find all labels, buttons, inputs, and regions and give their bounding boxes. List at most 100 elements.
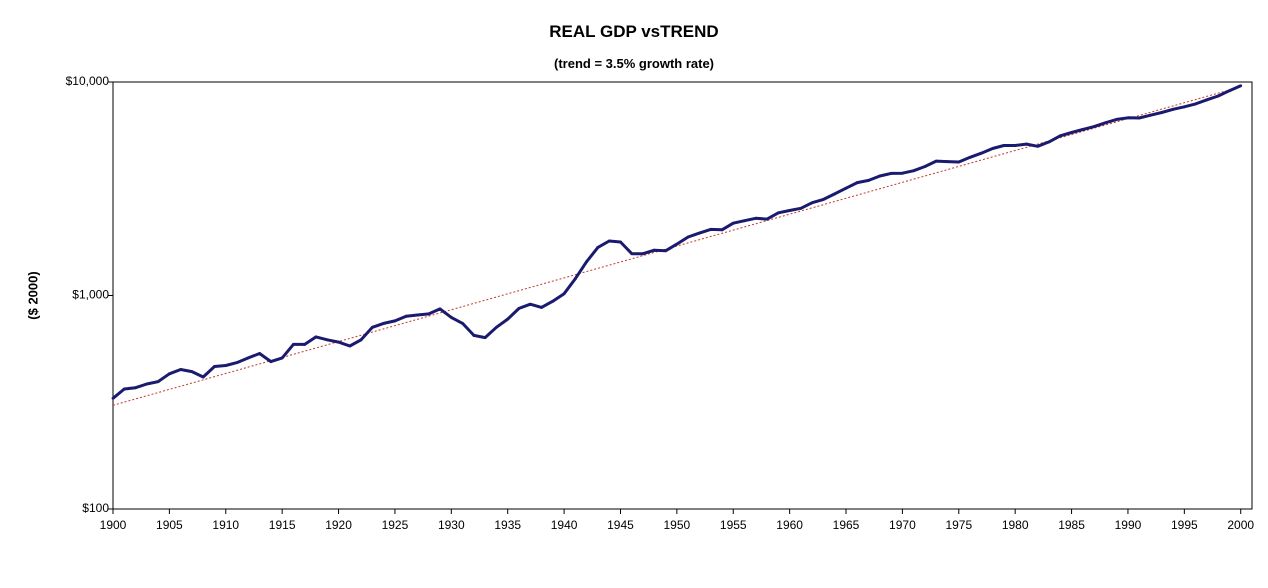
gdp-point [562, 292, 566, 296]
gdp-point [292, 343, 295, 346]
y-tick-label: $100 [82, 501, 109, 515]
y-tick-label: $1,000 [72, 288, 109, 302]
gdp-point [844, 186, 848, 190]
gdp-point [675, 242, 679, 246]
x-tick-label: 1910 [212, 518, 239, 532]
gdp-point [517, 307, 521, 310]
gdp-point [1182, 105, 1186, 109]
gdp-point [1013, 144, 1017, 147]
gdp-point [1103, 121, 1107, 125]
gdp-point [190, 370, 194, 374]
x-tick-label: 1985 [1058, 518, 1085, 532]
gdp-point [528, 302, 532, 306]
x-tick-label: 1925 [382, 518, 409, 532]
gdp-point [1137, 116, 1141, 120]
x-tick-label: 1975 [945, 518, 972, 532]
chart-subtitle: (trend = 3.5% growth rate) [554, 56, 714, 71]
gdp-point [246, 356, 250, 360]
x-tick-label: 1905 [156, 518, 183, 532]
gdp-point [743, 219, 746, 223]
gdp-point [235, 361, 239, 364]
y-tick-label: $10,000 [66, 74, 110, 88]
gdp-point [314, 335, 318, 339]
gdp-point [1081, 128, 1085, 131]
gdp-point [370, 325, 374, 329]
gdp-point [934, 159, 938, 163]
gdp-point [607, 239, 611, 243]
gdp-point [540, 305, 543, 309]
x-tick-label: 1990 [1115, 518, 1142, 532]
gdp-point [438, 307, 442, 311]
x-tick-label: 1940 [551, 518, 578, 532]
gdp-point [1058, 134, 1062, 138]
gdp-point [991, 147, 995, 150]
y-axis-ticks: $100 $1,000 $10,000 [66, 74, 113, 515]
gdp-point [720, 228, 724, 232]
gdp-point [822, 197, 825, 201]
gdp-point [495, 325, 498, 329]
gdp-point [1036, 144, 1040, 148]
gdp-point [224, 364, 228, 367]
y-axis-label: ($ 2000) [25, 271, 40, 319]
gdp-point [698, 231, 701, 235]
gdp-point [472, 334, 476, 337]
x-tick-label: 1935 [494, 518, 521, 532]
gdp-point [619, 240, 622, 244]
gdp-points [111, 84, 1243, 400]
chart-title: REAL GDP vsTREND [549, 22, 719, 41]
gdp-point [709, 227, 713, 231]
gdp-point [1126, 116, 1130, 120]
gdp-point [1025, 142, 1028, 146]
gdp-point [754, 216, 758, 220]
gdp-point [878, 174, 882, 178]
gdp-point [799, 206, 803, 210]
x-tick-label: 1960 [776, 518, 803, 532]
gdp-point [416, 313, 419, 317]
gdp-point [788, 209, 792, 212]
x-tick-label: 1915 [269, 518, 296, 532]
gdp-point [1171, 107, 1175, 111]
gdp-point [968, 155, 972, 159]
gdp-point [506, 317, 510, 321]
gdp-point [1092, 125, 1096, 129]
x-tick-label: 1965 [833, 518, 860, 532]
gdp-point [167, 372, 171, 376]
gdp-point [134, 386, 137, 390]
gdp-point [946, 160, 949, 163]
gdp-point [776, 211, 780, 215]
gdp-point [427, 312, 431, 316]
x-tick-label: 1945 [607, 518, 634, 532]
x-tick-label: 1980 [1002, 518, 1029, 532]
gdp-point [810, 201, 814, 205]
gdp-point [1216, 94, 1220, 98]
gdp-point [652, 248, 656, 252]
gdp-point [573, 277, 577, 280]
gdp-point [1205, 98, 1209, 102]
gdp-point [1160, 111, 1164, 114]
gdp-point [393, 319, 397, 323]
gdp-point [280, 356, 284, 360]
gdp-point [901, 171, 904, 175]
x-axis-ticks: 1900 1905 1910 1915 1920 1925 1930 1935 1940 1945… [100, 509, 1254, 532]
gdp-point [449, 315, 453, 319]
gdp-point [483, 336, 487, 340]
gdp-point [1047, 140, 1051, 144]
gdp-point [1194, 102, 1198, 106]
gdp-point [145, 382, 149, 386]
x-tick-label: 1920 [325, 518, 352, 532]
gdp-point [348, 344, 352, 348]
gdp-point [213, 365, 216, 368]
gdp-point [1239, 84, 1243, 88]
x-tick-label: 1970 [889, 518, 916, 532]
gdp-point [912, 169, 916, 173]
gdp-point [404, 314, 408, 318]
gdp-point [1149, 113, 1152, 117]
gdp-point [585, 260, 589, 264]
gdp-point [269, 360, 273, 364]
gdp-point [664, 249, 667, 253]
gdp-point [337, 340, 340, 344]
gdp-point [382, 322, 386, 325]
gdp-point [630, 252, 634, 256]
gdp-point [855, 181, 859, 184]
